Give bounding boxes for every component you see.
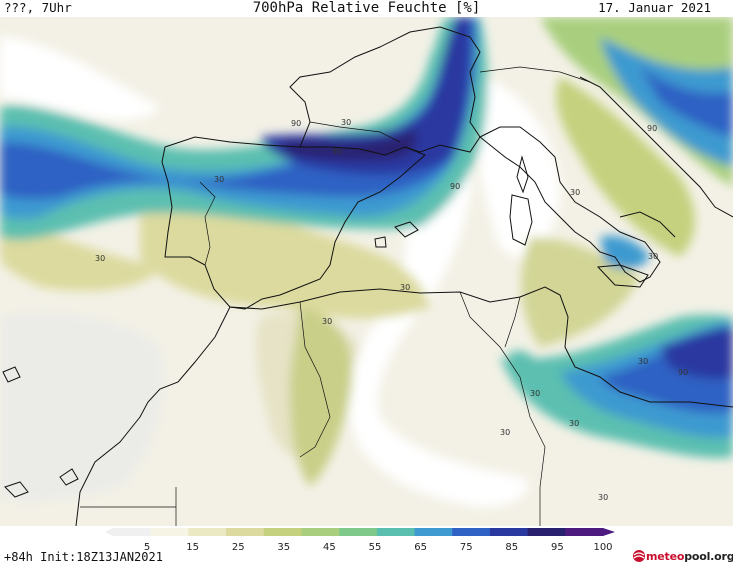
legend-tick-label: 25 bbox=[232, 542, 245, 552]
legend-swatch bbox=[452, 528, 491, 536]
contour-label: 30 bbox=[214, 175, 224, 184]
contour-label: 30 bbox=[598, 493, 608, 502]
legend-tick-label: 55 bbox=[369, 542, 382, 552]
contour-label: 30 bbox=[648, 252, 658, 261]
contour-label: 90 bbox=[332, 147, 342, 156]
contour-label: 90 bbox=[647, 124, 657, 133]
legend-tick-label: 100 bbox=[593, 542, 612, 552]
legend-swatch bbox=[339, 528, 378, 536]
contour-label: 30 bbox=[570, 188, 580, 197]
humidity-field bbox=[0, 17, 733, 507]
contour-label: 90 bbox=[678, 368, 688, 377]
color-legend: 5 15 25 35 45 55 65 75 85 95 100 bbox=[105, 528, 615, 552]
legend-tick-label: 95 bbox=[551, 542, 564, 552]
legend-swatch bbox=[301, 528, 340, 536]
borders bbox=[80, 66, 591, 526]
legend-tick-label: 65 bbox=[414, 542, 427, 552]
contour-label: 30 bbox=[341, 118, 351, 127]
valid-date: 17. Januar 2021 bbox=[598, 0, 711, 15]
brand-logo[interactable]: meteopool.org bbox=[632, 546, 733, 566]
map-title: 700hPa Relative Feuchte [%] bbox=[252, 0, 481, 16]
contour-label: 30 bbox=[95, 254, 105, 263]
legend-swatch bbox=[376, 528, 416, 536]
legend-arrow-high bbox=[603, 528, 615, 536]
globe-icon bbox=[633, 550, 645, 562]
legend-swatch bbox=[226, 528, 265, 536]
legend-swatch bbox=[489, 528, 529, 536]
legend-tick-label: 85 bbox=[505, 542, 518, 552]
legend-ticks: 5 15 25 35 45 55 65 75 85 95 100 bbox=[144, 542, 613, 552]
legend-tick-label: 15 bbox=[186, 542, 199, 552]
legend-swatch bbox=[263, 528, 302, 536]
humidity-map[interactable]: 90 30 90 90 30 30 90 30 30 30 30 30 30 9… bbox=[0, 17, 733, 526]
run-info: +84h Init:18Z13JAN2021 bbox=[4, 550, 163, 564]
map-footer: 5 15 25 35 45 55 65 75 85 95 100 +84h Init:18Z13JA… bbox=[0, 526, 733, 566]
legend-swatches bbox=[105, 528, 615, 536]
contour-label: 30 bbox=[638, 357, 648, 366]
contour-label: 30 bbox=[400, 283, 410, 292]
legend-tick-label: 35 bbox=[277, 542, 290, 552]
legend-tick-label: 5 bbox=[144, 542, 150, 552]
contour-labels: 90 30 90 90 30 30 90 30 30 30 30 30 30 9… bbox=[95, 118, 688, 502]
contour-label: 90 bbox=[450, 182, 460, 191]
coastlines bbox=[2, 26, 733, 526]
brand-name: meteopool.org bbox=[646, 549, 733, 563]
legend-swatch bbox=[565, 528, 604, 536]
legend-swatch bbox=[113, 528, 152, 536]
legend-tick-label: 45 bbox=[323, 542, 336, 552]
contour-label: 90 bbox=[291, 119, 301, 128]
legend-swatch bbox=[527, 528, 566, 536]
legend-swatch bbox=[150, 528, 189, 536]
contour-label: 30 bbox=[322, 317, 332, 326]
contour-label: 30 bbox=[530, 389, 540, 398]
contour-label: 30 bbox=[500, 428, 510, 437]
contour-label: 30 bbox=[569, 419, 579, 428]
legend-arrow-low bbox=[105, 528, 113, 536]
legend-swatch bbox=[414, 528, 453, 536]
legend-swatch bbox=[188, 528, 227, 536]
model-run-label: ???, 7Uhr bbox=[4, 0, 72, 15]
legend-tick-label: 75 bbox=[460, 542, 473, 552]
